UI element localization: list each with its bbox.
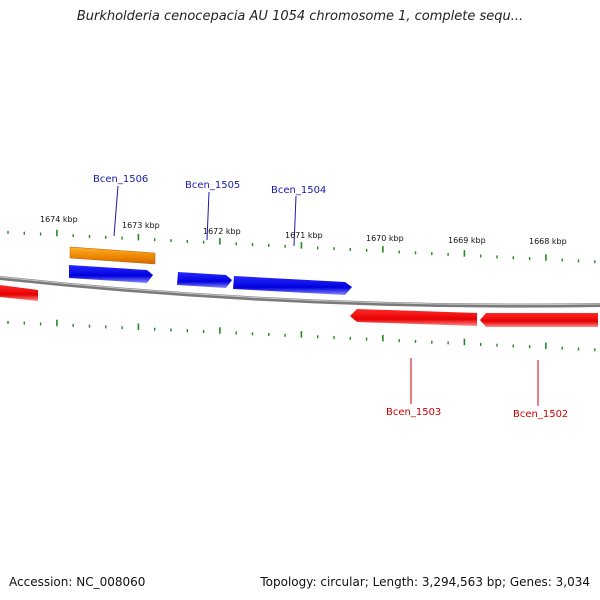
leader-bcen-1505: [206, 191, 210, 241]
scale-label-1672: 1672 kbp: [203, 227, 241, 236]
scale-label-1669: 1669 kbp: [448, 236, 486, 245]
gene-label-bcen-1505[interactable]: Bcen_1505: [185, 180, 240, 191]
gene-bcen-1503[interactable]: [350, 309, 477, 326]
scale-label-1668: 1668 kbp: [529, 237, 567, 246]
gene-label-bcen-1506[interactable]: Bcen_1506: [93, 174, 148, 185]
map-title: Burkholderia cenocepacia AU 1054 chromos…: [76, 9, 524, 24]
scale-label-1670: 1670 kbp: [366, 234, 404, 243]
gene-label-bcen-1502[interactable]: Bcen_1502: [513, 409, 568, 420]
scale-label-1671: 1671 kbp: [285, 231, 323, 240]
accession-text: Accession: NC_008060: [9, 575, 146, 589]
gene-label-bcen-1504[interactable]: Bcen_1504: [271, 185, 326, 196]
gene-bcen-1502[interactable]: [480, 313, 598, 327]
leader-bcen-1504: [293, 195, 297, 247]
outer-scale-ticks: [7, 229, 596, 264]
leader-bcen-1506: [113, 185, 119, 237]
genome-summary-text: Topology: circular; Length: 3,294,563 bp…: [260, 575, 590, 589]
gene-forward-unlabeled[interactable]: [69, 265, 153, 283]
scale-label-1673: 1673 kbp: [122, 221, 160, 230]
scale-label-1674: 1674 kbp: [40, 215, 78, 224]
gene-bcen-1505[interactable]: [177, 272, 232, 288]
gene-reverse-left-partial[interactable]: [0, 285, 38, 301]
chromosome-backbone: [0, 276, 600, 308]
gene-bcen-1504[interactable]: [233, 276, 352, 295]
gene-bcen-1506[interactable]: [69, 246, 156, 265]
inner-scale-ticks: [7, 319, 596, 352]
gene-label-bcen-1503[interactable]: Bcen_1503: [386, 407, 441, 418]
